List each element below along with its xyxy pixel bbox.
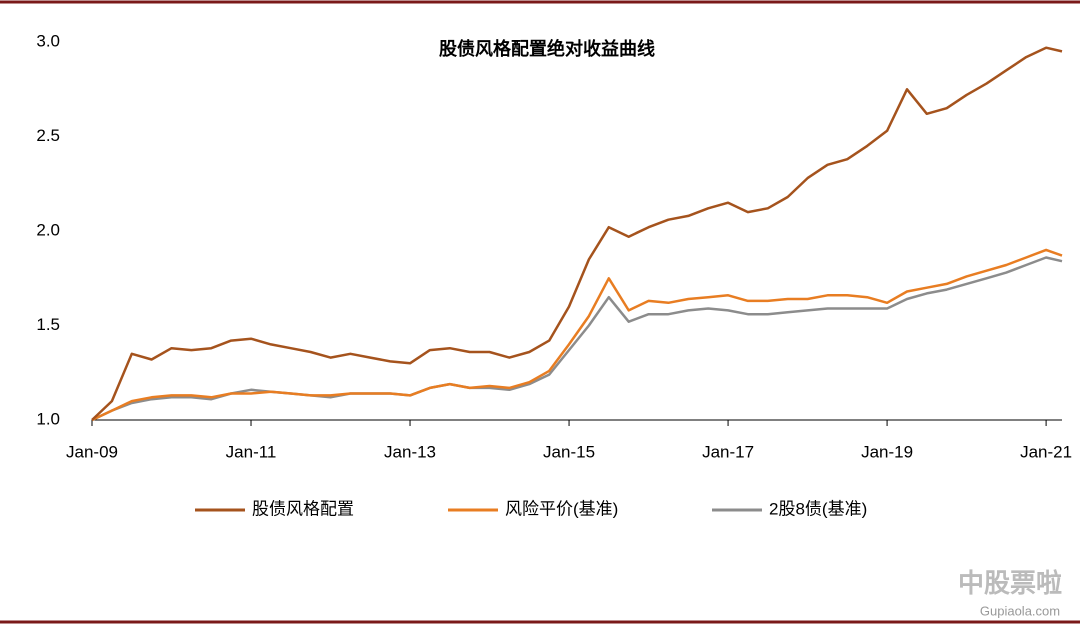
watermark: 中股票啦	[958, 568, 1062, 598]
y-tick-label: 2.5	[36, 126, 60, 145]
x-tick-label: Jan-17	[702, 442, 754, 461]
x-tick-label: Jan-13	[384, 442, 436, 461]
legend-label: 风险平价(基准)	[505, 499, 618, 518]
y-tick-label: 2.0	[36, 220, 60, 239]
series-line	[91, 248, 1063, 422]
x-tick-label: Jan-11	[226, 442, 277, 461]
y-tick-label: 3.0	[36, 31, 60, 50]
y-tick-label: 1.0	[36, 409, 60, 428]
series-line	[91, 256, 1063, 422]
x-tick-label: Jan-21	[1020, 442, 1072, 461]
x-tick-label: Jan-15	[543, 442, 595, 461]
x-tick-label: Jan-09	[66, 442, 118, 461]
series-line	[91, 46, 1063, 421]
chart-title: 股债风格配置绝对收益曲线	[438, 38, 655, 59]
legend-label: 2股8债(基准)	[769, 499, 867, 518]
legend-label: 股债风格配置	[252, 499, 354, 518]
watermark-url: Gupiaola.com	[980, 603, 1060, 618]
y-tick-label: 1.5	[36, 315, 60, 334]
x-tick-label: Jan-19	[861, 442, 913, 461]
